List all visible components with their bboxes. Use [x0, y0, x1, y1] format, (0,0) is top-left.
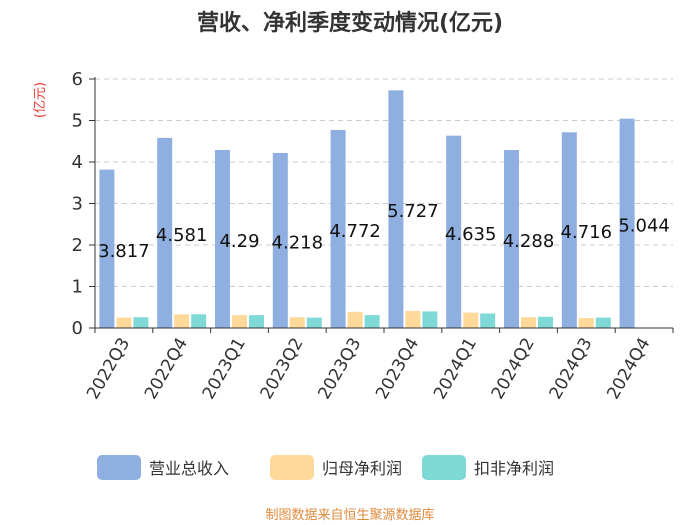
bar-revenue	[561, 132, 577, 328]
bar-deducted-net-profit	[480, 313, 496, 328]
bar-net-profit	[405, 310, 421, 328]
data-label: 4.716	[561, 222, 613, 243]
bar-net-profit	[463, 312, 479, 328]
bar-deducted-net-profit	[422, 311, 438, 328]
data-label: 5.044	[618, 215, 670, 236]
y-tick-label: 2	[72, 235, 83, 256]
chart-title: 营收、净利季度变动情况(亿元)	[197, 10, 503, 36]
x-axis-ticks: 2022Q3 2022Q4 2023Q1 2023Q2 2023Q3 2023Q4 2024…	[83, 328, 674, 403]
x-tick-label: 2024Q3	[546, 335, 597, 403]
bar-deducted-net-profit	[133, 317, 149, 328]
legend-item: 扣非净利润	[422, 455, 554, 480]
legend-label: 归母净利润	[322, 459, 402, 478]
y-axis-unit: (亿元)	[33, 82, 48, 118]
y-tick-label: 6	[72, 69, 83, 90]
y-tick-label: 5	[72, 111, 83, 132]
x-tick-label: 2023Q3	[314, 335, 365, 403]
bar-revenue	[330, 129, 346, 328]
legend-item: 营业总收入	[97, 455, 229, 480]
bar-revenue	[157, 137, 173, 328]
data-label: 4.581	[156, 225, 208, 246]
axes	[94, 77, 673, 329]
bar-net-profit	[578, 318, 594, 328]
bar-deducted-net-profit	[595, 317, 611, 328]
bar-revenue	[215, 149, 230, 328]
data-label: 4.635	[445, 224, 497, 245]
data-label: 4.29	[219, 231, 259, 252]
bar-revenue	[388, 90, 404, 328]
bar-revenue	[99, 169, 115, 328]
x-tick-label: 2023Q4	[372, 335, 423, 403]
bar-deducted-net-profit	[364, 315, 380, 328]
bar-revenue	[504, 150, 519, 328]
data-label: 4.218	[272, 232, 324, 253]
bar-net-profit	[232, 315, 247, 328]
x-tick-label: 2023Q2	[257, 335, 308, 403]
bar-deducted-net-profit	[306, 317, 322, 328]
y-axis-ticks: 0 1 2 3 4 5 6	[72, 69, 95, 339]
legend-item: 归母净利润	[270, 455, 402, 480]
y-tick-label: 0	[72, 318, 83, 339]
bar-net-profit	[289, 317, 305, 328]
bar-net-profit	[174, 314, 190, 328]
data-label: 3.817	[98, 241, 150, 262]
legend-swatch	[97, 455, 141, 480]
x-tick-label: 2024Q1	[430, 335, 481, 403]
bar-net-profit	[521, 317, 536, 328]
y-tick-label: 1	[72, 277, 83, 298]
bars	[99, 90, 635, 328]
y-tick-label: 3	[72, 194, 83, 215]
legend-label: 扣非净利润	[474, 459, 554, 478]
bar-revenue	[272, 152, 288, 328]
bar-net-profit	[347, 311, 363, 328]
x-tick-label: 2022Q4	[141, 335, 192, 403]
legend-label: 营业总收入	[149, 459, 229, 478]
y-tick-label: 4	[72, 152, 83, 173]
legend-swatch	[270, 455, 314, 480]
gridlines	[95, 78, 673, 287]
x-tick-label: 2022Q3	[83, 335, 134, 403]
data-label: 4.772	[329, 221, 381, 242]
bar-net-profit	[116, 317, 132, 328]
x-tick-label: 2023Q1	[199, 335, 250, 403]
legend: 营业总收入 归母净利润 扣非净利润	[97, 455, 554, 480]
bar-deducted-net-profit	[538, 316, 553, 328]
x-tick-label: 2024Q2	[488, 335, 539, 403]
x-tick-label: 2024Q4	[603, 335, 654, 403]
bar-deducted-net-profit	[249, 315, 264, 328]
legend-swatch	[422, 455, 466, 480]
data-label: 4.288	[503, 231, 555, 252]
source-note: 制图数据来自恒生聚源数据库	[265, 507, 434, 523]
bar-deducted-net-profit	[191, 314, 207, 328]
bar-revenue	[619, 118, 635, 328]
bar-revenue	[446, 135, 462, 328]
data-label: 5.727	[387, 201, 439, 222]
